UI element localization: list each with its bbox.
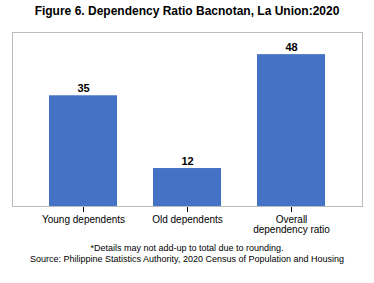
html-text:*Details may not add-up to tot: *Details may not add-up to total due to … bbox=[90, 243, 284, 253]
svg-text:Old dependents: Old dependents bbox=[152, 214, 223, 225]
svg-text:Overalldependency ratio: Overalldependency ratio bbox=[253, 214, 330, 235]
html-text:Figure 6. Dependency Ratio Bac: Figure 6. Dependency Ratio Bacnotan, La … bbox=[34, 4, 340, 18]
svg-text:Young dependents: Young dependents bbox=[42, 214, 125, 225]
html-text:Source: Philippine Statistics: Source: Philippine Statistics Authority,… bbox=[30, 254, 344, 264]
svg-text:48: 48 bbox=[285, 41, 297, 53]
svg-text:12: 12 bbox=[181, 155, 193, 167]
svg-text:35: 35 bbox=[77, 82, 89, 94]
